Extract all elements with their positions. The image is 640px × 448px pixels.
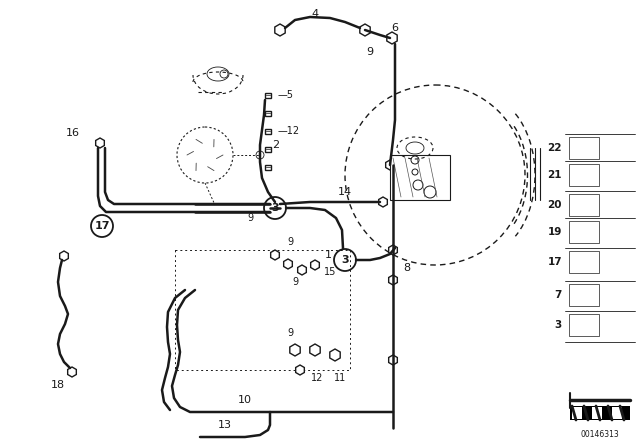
Text: 10: 10	[238, 395, 252, 405]
Polygon shape	[296, 365, 305, 375]
FancyBboxPatch shape	[592, 407, 602, 419]
Text: 14: 14	[338, 187, 352, 197]
Text: 7: 7	[555, 290, 562, 300]
Text: —12: —12	[278, 126, 300, 136]
Polygon shape	[310, 260, 319, 270]
Text: 9: 9	[292, 277, 298, 287]
Text: —5: —5	[278, 90, 294, 100]
Polygon shape	[388, 275, 397, 285]
Polygon shape	[290, 344, 300, 356]
Text: 9: 9	[247, 213, 253, 223]
Polygon shape	[360, 24, 370, 36]
Text: 15: 15	[324, 267, 336, 277]
Text: 3: 3	[271, 203, 279, 213]
Text: 17: 17	[547, 257, 562, 267]
FancyBboxPatch shape	[612, 407, 622, 419]
Text: 13: 13	[218, 420, 232, 430]
FancyBboxPatch shape	[569, 221, 599, 243]
FancyBboxPatch shape	[569, 137, 599, 159]
Polygon shape	[298, 265, 307, 275]
Text: 4: 4	[312, 9, 319, 19]
Polygon shape	[330, 349, 340, 361]
Polygon shape	[388, 245, 397, 255]
Polygon shape	[68, 367, 76, 377]
Text: 16: 16	[66, 128, 80, 138]
FancyBboxPatch shape	[569, 314, 599, 336]
FancyBboxPatch shape	[569, 164, 599, 186]
Polygon shape	[388, 355, 397, 365]
Polygon shape	[284, 259, 292, 269]
Text: 1: 1	[324, 250, 332, 260]
FancyBboxPatch shape	[265, 164, 271, 169]
FancyBboxPatch shape	[265, 111, 271, 116]
FancyBboxPatch shape	[569, 194, 599, 216]
FancyBboxPatch shape	[570, 406, 630, 420]
Text: 21: 21	[547, 170, 562, 180]
FancyBboxPatch shape	[390, 155, 450, 200]
Text: 12: 12	[311, 373, 323, 383]
Text: 2: 2	[272, 140, 279, 150]
Text: 11: 11	[334, 373, 346, 383]
FancyBboxPatch shape	[569, 284, 599, 306]
Polygon shape	[386, 160, 394, 170]
Polygon shape	[95, 138, 104, 148]
Text: 6: 6	[392, 23, 399, 33]
Text: 9: 9	[287, 237, 293, 247]
FancyBboxPatch shape	[572, 407, 582, 419]
Text: 17: 17	[94, 221, 109, 231]
Polygon shape	[271, 250, 279, 260]
Text: 8: 8	[403, 263, 411, 273]
Text: 9: 9	[367, 47, 374, 57]
Polygon shape	[379, 197, 387, 207]
FancyBboxPatch shape	[265, 146, 271, 151]
Polygon shape	[387, 32, 397, 44]
Polygon shape	[60, 251, 68, 261]
Text: 3: 3	[341, 255, 349, 265]
Text: 22: 22	[547, 143, 562, 153]
Polygon shape	[275, 24, 285, 36]
Text: 3: 3	[555, 320, 562, 330]
Text: 20: 20	[547, 200, 562, 210]
Text: 19: 19	[548, 227, 562, 237]
Text: 00146313: 00146313	[580, 430, 620, 439]
FancyBboxPatch shape	[265, 129, 271, 134]
Text: 18: 18	[51, 380, 65, 390]
FancyBboxPatch shape	[569, 251, 599, 273]
FancyBboxPatch shape	[265, 92, 271, 98]
Polygon shape	[310, 344, 320, 356]
Text: 9: 9	[287, 328, 293, 338]
